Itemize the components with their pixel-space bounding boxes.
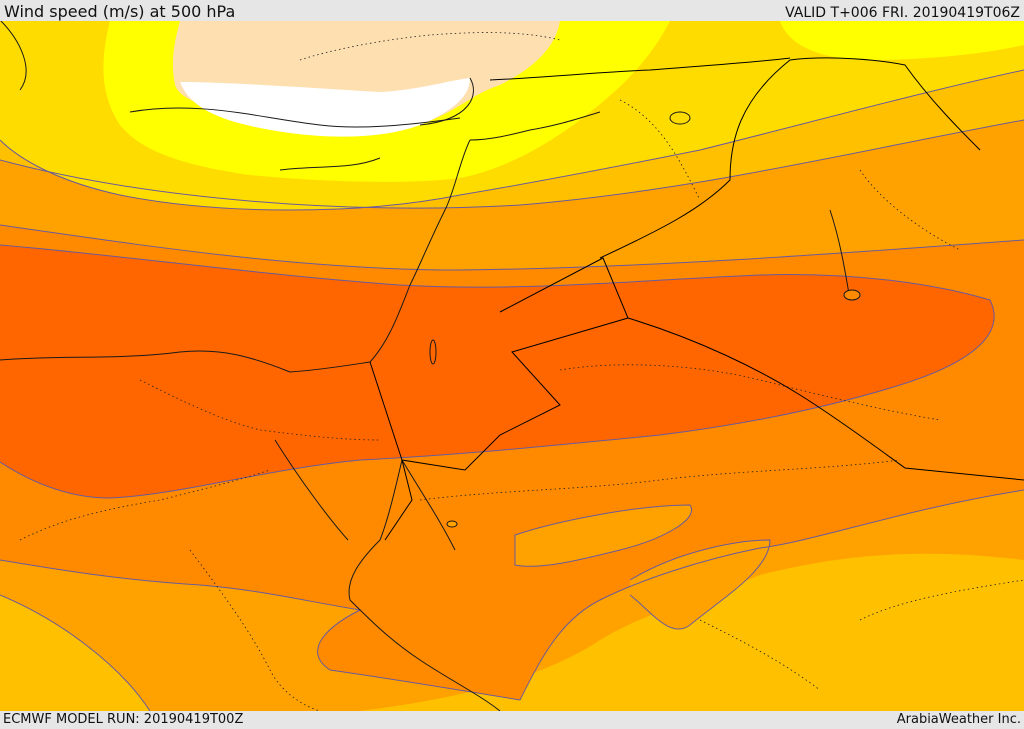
band-low-east bbox=[780, 21, 1024, 60]
lake-marker bbox=[669, 111, 691, 125]
band-very-high bbox=[0, 245, 995, 498]
wind-speed-map[interactable] bbox=[0, 21, 1024, 711]
country-borders bbox=[369, 57, 1024, 541]
map-title: Wind speed (m/s) at 500 hPa bbox=[4, 2, 236, 21]
island-marker bbox=[843, 289, 861, 301]
valid-time-label: VALID T+006 FRI. 20190419T06Z bbox=[785, 5, 1020, 21]
admin-boundaries bbox=[19, 32, 1024, 711]
coastlines bbox=[0, 21, 851, 711]
model-run-label: ECMWF MODEL RUN: 20190419T00Z bbox=[3, 712, 244, 727]
lake-marker-2 bbox=[429, 339, 437, 365]
footer-bar bbox=[0, 711, 1024, 729]
band-lowest bbox=[180, 78, 470, 137]
lake-marker-3 bbox=[446, 520, 458, 528]
band-mid-bottom-left bbox=[0, 595, 150, 711]
provider-label: ArabiaWeather Inc. bbox=[896, 712, 1021, 727]
patch-mid-high-2 bbox=[630, 540, 770, 630]
wind-contours bbox=[0, 69, 1024, 711]
patch-mid-high bbox=[515, 505, 692, 567]
header-bar bbox=[0, 0, 1024, 22]
